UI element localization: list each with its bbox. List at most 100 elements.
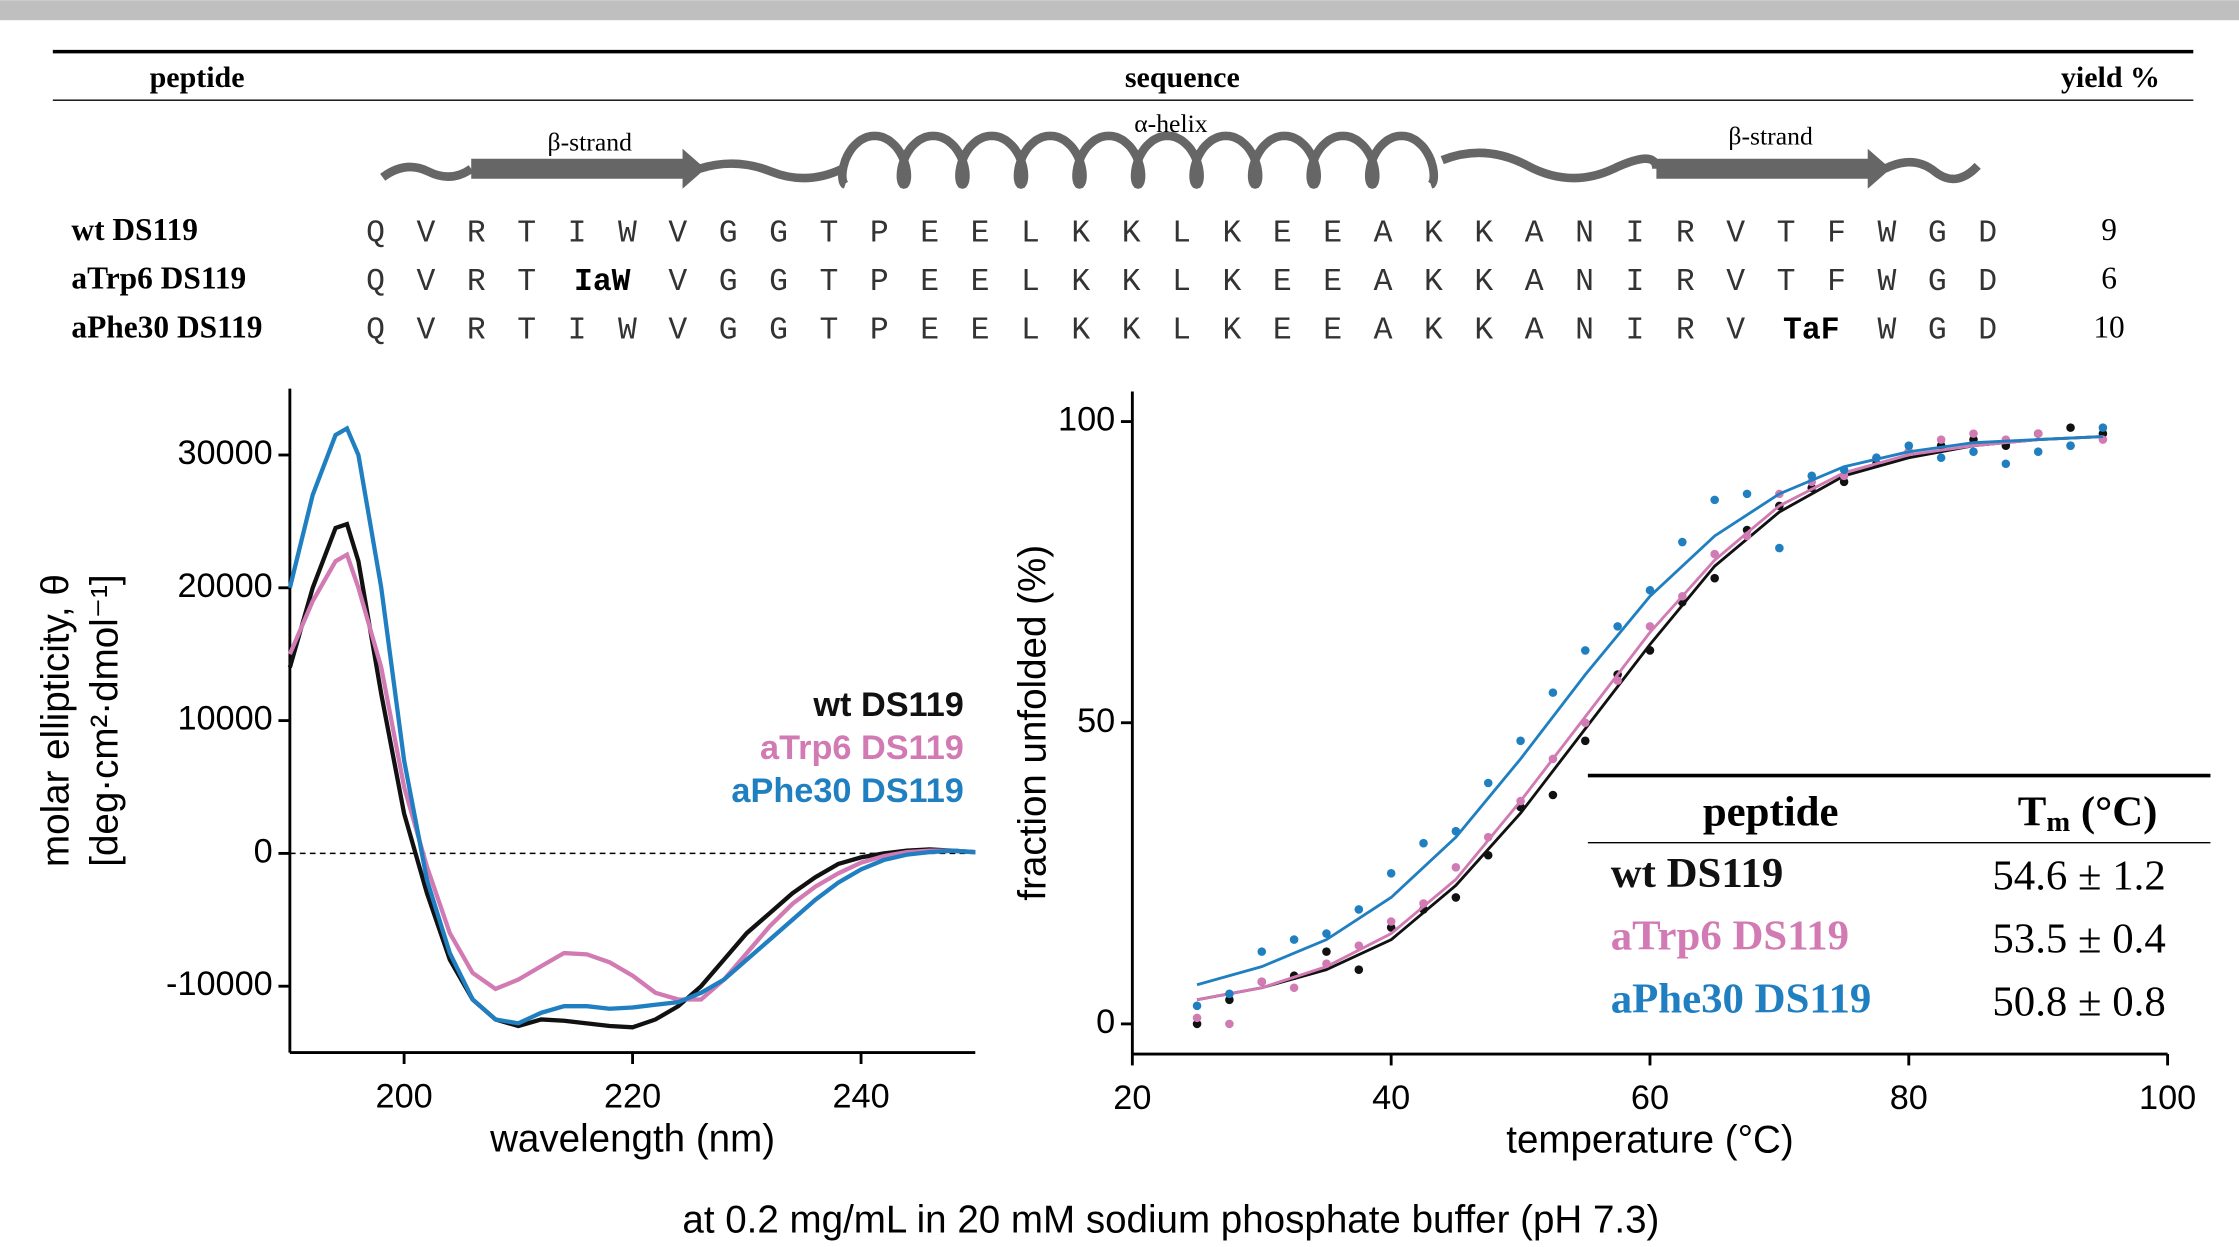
residue: I xyxy=(1626,313,1645,348)
inset-tm: 54.6 ± 1.2 xyxy=(1992,853,2165,900)
data-point xyxy=(1225,989,1234,999)
residue: R xyxy=(467,216,486,251)
residue: G xyxy=(1928,313,1947,348)
residue: E xyxy=(971,265,990,300)
legend-entry: aTrp6 DS119 xyxy=(760,729,964,767)
residue: I xyxy=(1626,265,1645,300)
residue: N xyxy=(1575,313,1594,348)
coil xyxy=(1882,157,1981,184)
data-point xyxy=(1775,543,1784,553)
residue: T xyxy=(1777,265,1796,300)
x-tick-label: 100 xyxy=(2139,1079,2196,1117)
residue: V xyxy=(668,265,687,300)
residue: A xyxy=(1374,265,1393,300)
residue: R xyxy=(1676,265,1695,300)
residue: K xyxy=(1474,313,1493,348)
residue: V xyxy=(668,313,687,348)
data-point xyxy=(2033,429,2043,438)
residue: A xyxy=(1525,216,1544,251)
chart: 0 50 100 20 40 60 80 100 temperature (°C) wt DS11… xyxy=(1011,391,2196,1162)
x-axis-label: wavelength (nm) xyxy=(489,1117,775,1160)
residue: P xyxy=(870,265,889,300)
residue: L xyxy=(1021,313,1040,348)
residue: E xyxy=(920,216,939,251)
data-point xyxy=(1580,736,1590,746)
residue: E xyxy=(971,216,990,251)
inset-header-part: (°C) xyxy=(2070,788,2157,835)
residue: T xyxy=(517,265,536,300)
peptide-name: wt DS119 xyxy=(71,212,198,247)
residue: D xyxy=(1978,313,1997,348)
residue: E xyxy=(920,265,939,300)
inset-peptide: aPhe30 DS119 xyxy=(1611,975,1872,1022)
residue: R xyxy=(1676,216,1695,251)
residue: E xyxy=(1273,313,1292,348)
residue: F xyxy=(1827,265,1846,300)
data-point xyxy=(1386,923,1396,932)
data-point xyxy=(1483,778,1493,788)
data-point xyxy=(1904,441,1914,450)
table-header: peptide xyxy=(150,61,245,94)
data-point xyxy=(1354,905,1364,914)
data-point xyxy=(2001,459,2011,469)
data-point xyxy=(1710,549,1719,559)
residue: G xyxy=(719,216,738,251)
series-line xyxy=(287,425,976,1026)
residue: K xyxy=(1474,265,1493,300)
residue: A xyxy=(1374,313,1393,348)
residue: G xyxy=(1928,265,1947,300)
data-point xyxy=(1710,495,1719,505)
inset-header: peptide xyxy=(1703,788,1839,835)
data-point xyxy=(2098,423,2108,432)
residue: T xyxy=(820,265,839,300)
residue: V xyxy=(1726,313,1745,348)
residue: A xyxy=(1374,216,1393,251)
residue: W xyxy=(1877,216,1896,251)
y-tick-label: 10000 xyxy=(177,700,272,738)
residue: I xyxy=(568,216,587,251)
fit-line xyxy=(1196,435,2103,987)
inset-header-sub: m xyxy=(2046,807,2070,838)
residue: P xyxy=(870,313,889,348)
residue: D xyxy=(1978,265,1997,300)
residue: T xyxy=(820,313,839,348)
y-tick-label: 20000 xyxy=(177,567,272,605)
data-point xyxy=(1936,453,1946,463)
residue: G xyxy=(769,313,788,348)
residue: G xyxy=(769,265,788,300)
x-tick-label: 40 xyxy=(1372,1079,1410,1117)
residue: A xyxy=(1525,313,1544,348)
series-line xyxy=(287,521,976,1030)
inset-header: Tm (°C) xyxy=(2018,788,2158,837)
modified-residue: TaF xyxy=(1783,313,1840,348)
title-band xyxy=(0,0,2239,21)
residue: F xyxy=(1827,216,1846,251)
x-tick-label: 240 xyxy=(832,1077,889,1115)
residue: K xyxy=(1223,265,1242,300)
data-point xyxy=(1548,688,1558,697)
residue: K xyxy=(1122,265,1141,300)
legend-entry: aPhe30 DS119 xyxy=(731,772,963,810)
y-tick-label: -10000 xyxy=(166,965,273,1003)
helix xyxy=(838,131,1439,189)
residue: D xyxy=(1978,216,1997,251)
data-point xyxy=(1936,435,1946,444)
data-point xyxy=(2066,423,2075,432)
x-axis-label: temperature (°C) xyxy=(1506,1119,1793,1162)
inset-header-part: T xyxy=(2018,788,2047,835)
residue: I xyxy=(568,313,587,348)
data-point xyxy=(1289,935,1299,944)
data-point xyxy=(1322,929,1331,938)
data-point xyxy=(1289,983,1299,993)
residue: N xyxy=(1575,216,1594,251)
peptide-name: aTrp6 DS119 xyxy=(71,261,246,296)
y-axis-label: fraction unfolded (%) xyxy=(1011,545,1054,901)
residue: V xyxy=(1726,216,1745,251)
residue: V xyxy=(416,216,435,251)
residue: T xyxy=(517,216,536,251)
residue: Q xyxy=(366,265,385,300)
caption: at 0.2 mg/mL in 20 mM sodium phosphate b… xyxy=(682,1199,1659,1242)
series-line xyxy=(287,551,976,1002)
residue: E xyxy=(1323,216,1342,251)
structure-label: β-strand xyxy=(548,127,633,156)
